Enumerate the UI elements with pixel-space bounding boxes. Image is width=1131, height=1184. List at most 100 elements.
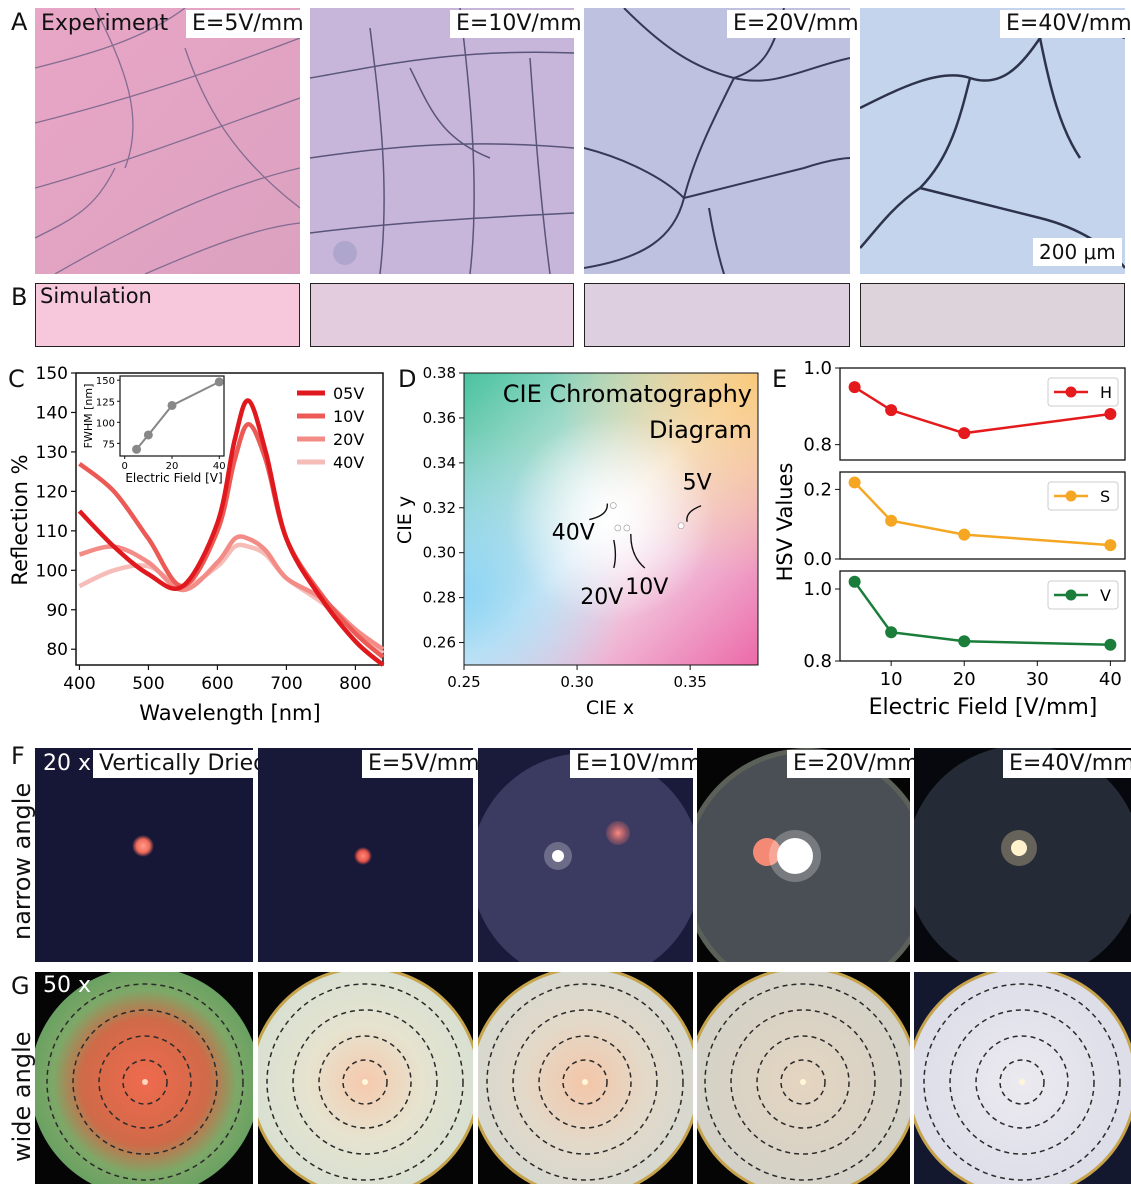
c-x-axis-label: Wavelength [nm] (139, 701, 320, 725)
d-point-label-20V: 20V (580, 585, 623, 610)
e-point-V (1104, 638, 1117, 651)
wide-image-3 (478, 972, 693, 1184)
wide-angle-label: wide angle (8, 1031, 36, 1162)
c-y-tick-label: 120 (36, 482, 68, 502)
c-x-tick-label: 600 (201, 674, 233, 694)
d-y-tick-label: 0.26 (423, 634, 456, 652)
c-y-tick-label: 150 (36, 364, 68, 384)
panel-a-letter: A (11, 8, 28, 36)
narrow-tile-label-5: E=40V/mm (1003, 750, 1131, 778)
d-y-axis-label: CIE y (394, 496, 416, 544)
c-x-tick-label: 800 (339, 674, 371, 694)
e-point-S (885, 514, 898, 527)
cie-chromaticity-chart: 0.26 0.28 0.30 0.32 0.34 0.36 0.38 0.25 0.30 0.35… (394, 364, 759, 719)
c-inset-x-tick-label: 40 (213, 461, 226, 472)
d-arrow-40V (589, 503, 608, 521)
panel-g-letter: G (11, 972, 30, 1000)
experiment-tile-label-2: E=10V/mm (450, 10, 588, 38)
c-inset-y-tick-label: 150 (96, 376, 115, 387)
e-point-V (885, 626, 898, 639)
narrow-image-4 (697, 748, 910, 962)
e-x-tick-label: 40 (1099, 669, 1122, 690)
wide-image-1 (35, 972, 253, 1184)
d-point-label-10V: 10V (625, 575, 668, 600)
simulation-swatch-4 (860, 283, 1125, 347)
d-arrow-10V (630, 533, 646, 569)
e-point-H (958, 427, 971, 440)
panel-f-letter: F (11, 742, 25, 770)
c-inset-y-label: FWHM [nm] (82, 384, 95, 449)
experiment-tile-label-3: E=20V/mm (727, 10, 865, 38)
e-x-tick-label: 30 (1026, 669, 1049, 690)
simulation-swatch-2 (310, 283, 574, 347)
e-y-axis-label: HSV Values (773, 463, 797, 582)
d-y-tick-label: 0.30 (423, 544, 456, 562)
e-point-V (848, 575, 861, 588)
c-x-tick-label: 700 (270, 674, 302, 694)
narrow-angle-label: narrow angle (8, 782, 36, 940)
c-y-tick-label: 110 (36, 522, 68, 542)
experiment-tile-label-1: E=5V/mm (186, 10, 310, 38)
e-y-tick-label-V: 0.8 (803, 651, 832, 672)
experiment-label: Experiment (41, 11, 169, 36)
narrow-tile-label-2: E=5V/mm (362, 750, 486, 778)
d-title-line2: Diagram (649, 416, 752, 444)
magnification-50x: 50 x (43, 973, 92, 998)
wide-image-4 (697, 972, 910, 1184)
e-x-tick-label: 10 (880, 669, 903, 690)
c-y-tick-label: 100 (36, 561, 68, 581)
panel-b-letter: B (11, 283, 28, 311)
e-legend-label-H: H (1100, 383, 1112, 402)
wide-image-5 (914, 972, 1131, 1184)
c-inset-line (135, 380, 220, 450)
c-inset-point (132, 444, 142, 454)
d-arrow-20V (613, 539, 617, 569)
e-legend-marker-V (1065, 589, 1077, 601)
c-inset-y-tick-label: 75 (102, 439, 115, 450)
d-point-40V (609, 502, 617, 509)
c-y-tick-label: 140 (36, 403, 68, 423)
d-point-20V (614, 524, 622, 532)
d-x-tick-label: 0.35 (673, 673, 706, 691)
e-legend-label-S: S (1100, 487, 1110, 506)
experiment-image-4 (860, 8, 1125, 274)
d-y-tick-label: 0.38 (423, 364, 456, 382)
e-y-tick-label-S: 0.0 (803, 549, 832, 570)
c-legend-label-20V: 20V (333, 430, 364, 449)
e-line-H (853, 386, 1111, 435)
c-inset-x-label: Electric Field [V] (125, 471, 222, 485)
narrow-tile-label-4: E=20V/mm (787, 750, 925, 778)
d-x-tick-label: 0.30 (560, 673, 593, 691)
e-x-tick-label: 20 (953, 669, 976, 690)
d-y-tick-label: 0.34 (423, 454, 456, 472)
e-point-H (885, 404, 898, 417)
e-x-axis-label: Electric Field [V/mm] (869, 695, 1098, 720)
narrow-tile-label-3: E=10V/mm (570, 750, 708, 778)
d-y-tick-label: 0.28 (423, 589, 456, 607)
panel-d-letter: D (398, 365, 417, 393)
e-line-S (853, 481, 1111, 547)
experiment-image-3 (584, 8, 850, 274)
c-inset-y-tick-label: 100 (96, 418, 115, 429)
simulation-swatch-1: Simulation (35, 283, 300, 347)
e-y-tick-label-V: 1.0 (803, 579, 832, 600)
experiment-image-2 (310, 8, 574, 274)
panel-e-letter: E (772, 365, 788, 393)
c-inset-x-tick-label: 20 (166, 461, 179, 472)
narrow-image-2 (258, 748, 473, 962)
e-y-tick-label-H: 1.0 (803, 360, 832, 379)
panel-c-letter: C (8, 365, 25, 393)
d-y-tick-label: 0.36 (423, 409, 456, 427)
c-y-axis-label: Reflection % (8, 454, 32, 585)
d-point-label-5V: 5V (683, 471, 712, 496)
c-series-line-40V (78, 542, 385, 655)
simulation-label: Simulation (40, 284, 152, 308)
c-legend-label-10V: 10V (333, 407, 364, 426)
c-inset-point (167, 400, 177, 410)
c-inset-point (214, 377, 224, 387)
narrow-tile-label-1: Vertically Dried (93, 750, 274, 778)
e-legend-marker-S (1065, 490, 1077, 502)
c-series-line-05V (77, 398, 385, 667)
narrow-image-3 (478, 748, 693, 962)
